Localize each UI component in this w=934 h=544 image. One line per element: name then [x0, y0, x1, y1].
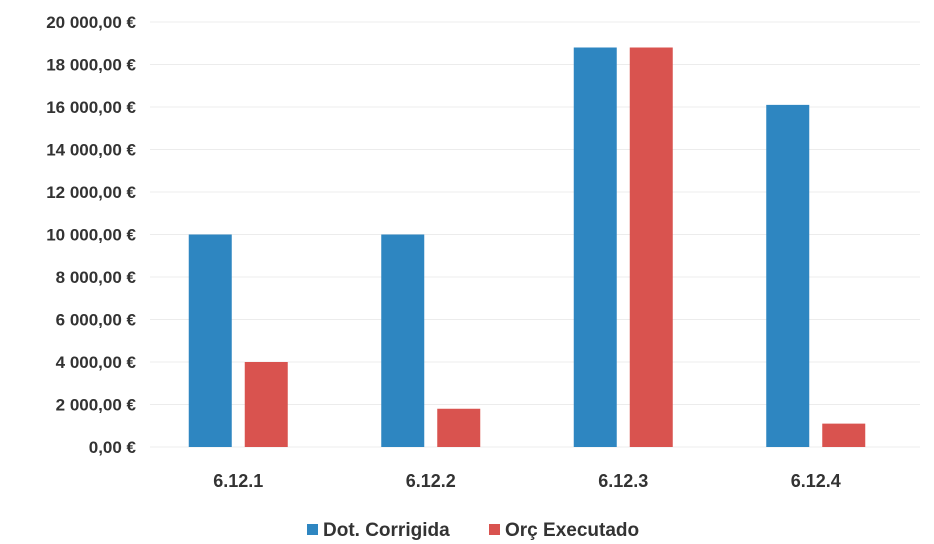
- legend-swatch: [489, 524, 500, 535]
- y-tick-label: 8 000,00 €: [56, 268, 137, 287]
- y-tick-label: 14 000,00 €: [46, 141, 136, 160]
- x-tick-label: 6.12.1: [213, 471, 263, 491]
- x-tick-label: 6.12.4: [791, 471, 841, 491]
- x-tick-label: 6.12.2: [406, 471, 456, 491]
- legend-item-dot-corrigida[interactable]: Dot. Corrigida: [307, 520, 450, 541]
- bar-dot-corrigida-6.12.2[interactable]: [381, 234, 425, 448]
- y-tick-label: 12 000,00 €: [46, 183, 136, 202]
- bar-orc-executado-6.12.1[interactable]: [244, 362, 288, 447]
- bar-orc-executado-6.12.2[interactable]: [437, 408, 481, 447]
- y-tick-label: 4 000,00 €: [56, 353, 137, 372]
- bar-orc-executado-6.12.4[interactable]: [822, 423, 866, 447]
- bar-dot-corrigida-6.12.3[interactable]: [573, 47, 617, 448]
- y-tick-label: 0,00 €: [89, 438, 137, 457]
- legend-swatch: [307, 524, 318, 535]
- legend-label: Orç Executado: [505, 520, 639, 541]
- bar-dot-corrigida-6.12.4[interactable]: [766, 104, 810, 447]
- y-axis: 0,00 € 2 000,00 € 4 000,00 € 6 000,00 € 8 00…: [46, 13, 136, 457]
- legend-label: Dot. Corrigida: [323, 520, 450, 541]
- y-tick-label: 18 000,00 €: [46, 56, 136, 75]
- x-axis: 6.12.1 6.12.2 6.12.3 6.12.4: [213, 471, 841, 491]
- bar-orc-executado-6.12.3[interactable]: [629, 47, 673, 448]
- bars: [188, 47, 866, 448]
- legend-item-orc-executado[interactable]: Orç Executado: [489, 520, 639, 541]
- y-tick-label: 16 000,00 €: [46, 98, 136, 117]
- y-tick-label: 10 000,00 €: [46, 226, 136, 245]
- x-tick-label: 6.12.3: [598, 471, 648, 491]
- y-tick-label: 6 000,00 €: [56, 311, 137, 330]
- y-tick-label: 2 000,00 €: [56, 396, 137, 415]
- y-tick-label: 20 000,00 €: [46, 13, 136, 32]
- legend: Dot. Corrigida Orç Executado: [307, 520, 639, 541]
- bar-dot-corrigida-6.12.1[interactable]: [188, 234, 232, 448]
